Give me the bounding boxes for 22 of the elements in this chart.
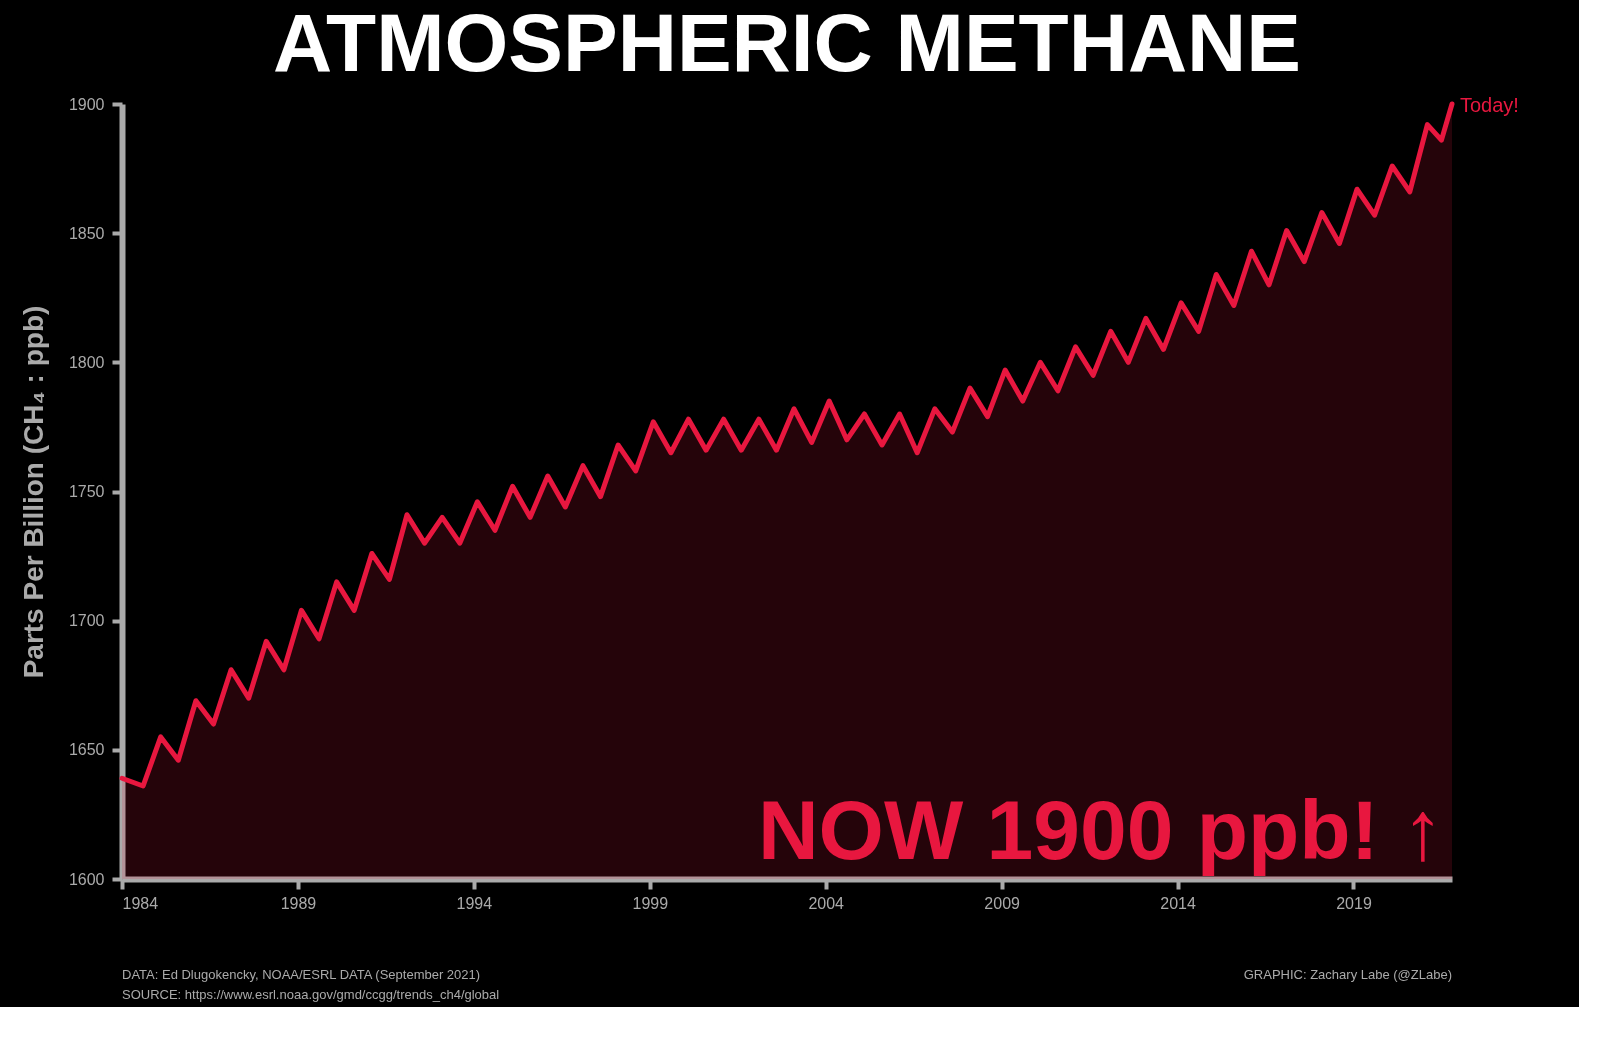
y-axis-title: Parts Per Billion (CH₄ : ppb) [17,305,49,679]
text: GRAPHIC: Zachary Labe (@ZLabe) [1243,967,1452,982]
x-tick-label: 2004 [808,894,845,912]
y-tick-label: 1900 [68,95,105,113]
source-note: SOURCE: https://www.esrl.noaa.gov/gmd/ccgg/trends_ch4/global [122,987,500,1002]
text: DATA: Ed Dlugokencky, NOAA/ESRL DATA (September 2021) [122,967,481,982]
y-tick-label: 1800 [68,353,105,371]
annotation: Today! [1460,94,1519,116]
x-tick-label: 2009 [984,894,1021,912]
y-tick-label: 1650 [68,741,105,759]
x-tick-label: 2014 [1160,894,1196,912]
x-tick-label: 1994 [456,894,493,912]
x-tick-label: 2019 [1336,894,1372,912]
y-tick-label: 1600 [68,870,105,888]
annotation: NOW 1900 ppb! ↑ [757,783,1444,877]
y-tick-label: 1750 [68,483,105,500]
x-tick-label: 1984 [122,894,159,912]
x-tick-label: 1999 [632,894,669,912]
y-tick-label: 1700 [68,612,105,630]
chart-title: ATMOSPHERIC METHANE [272,0,1302,88]
y-tick-label: 1850 [68,224,105,242]
x-tick-label: 1989 [280,894,317,912]
